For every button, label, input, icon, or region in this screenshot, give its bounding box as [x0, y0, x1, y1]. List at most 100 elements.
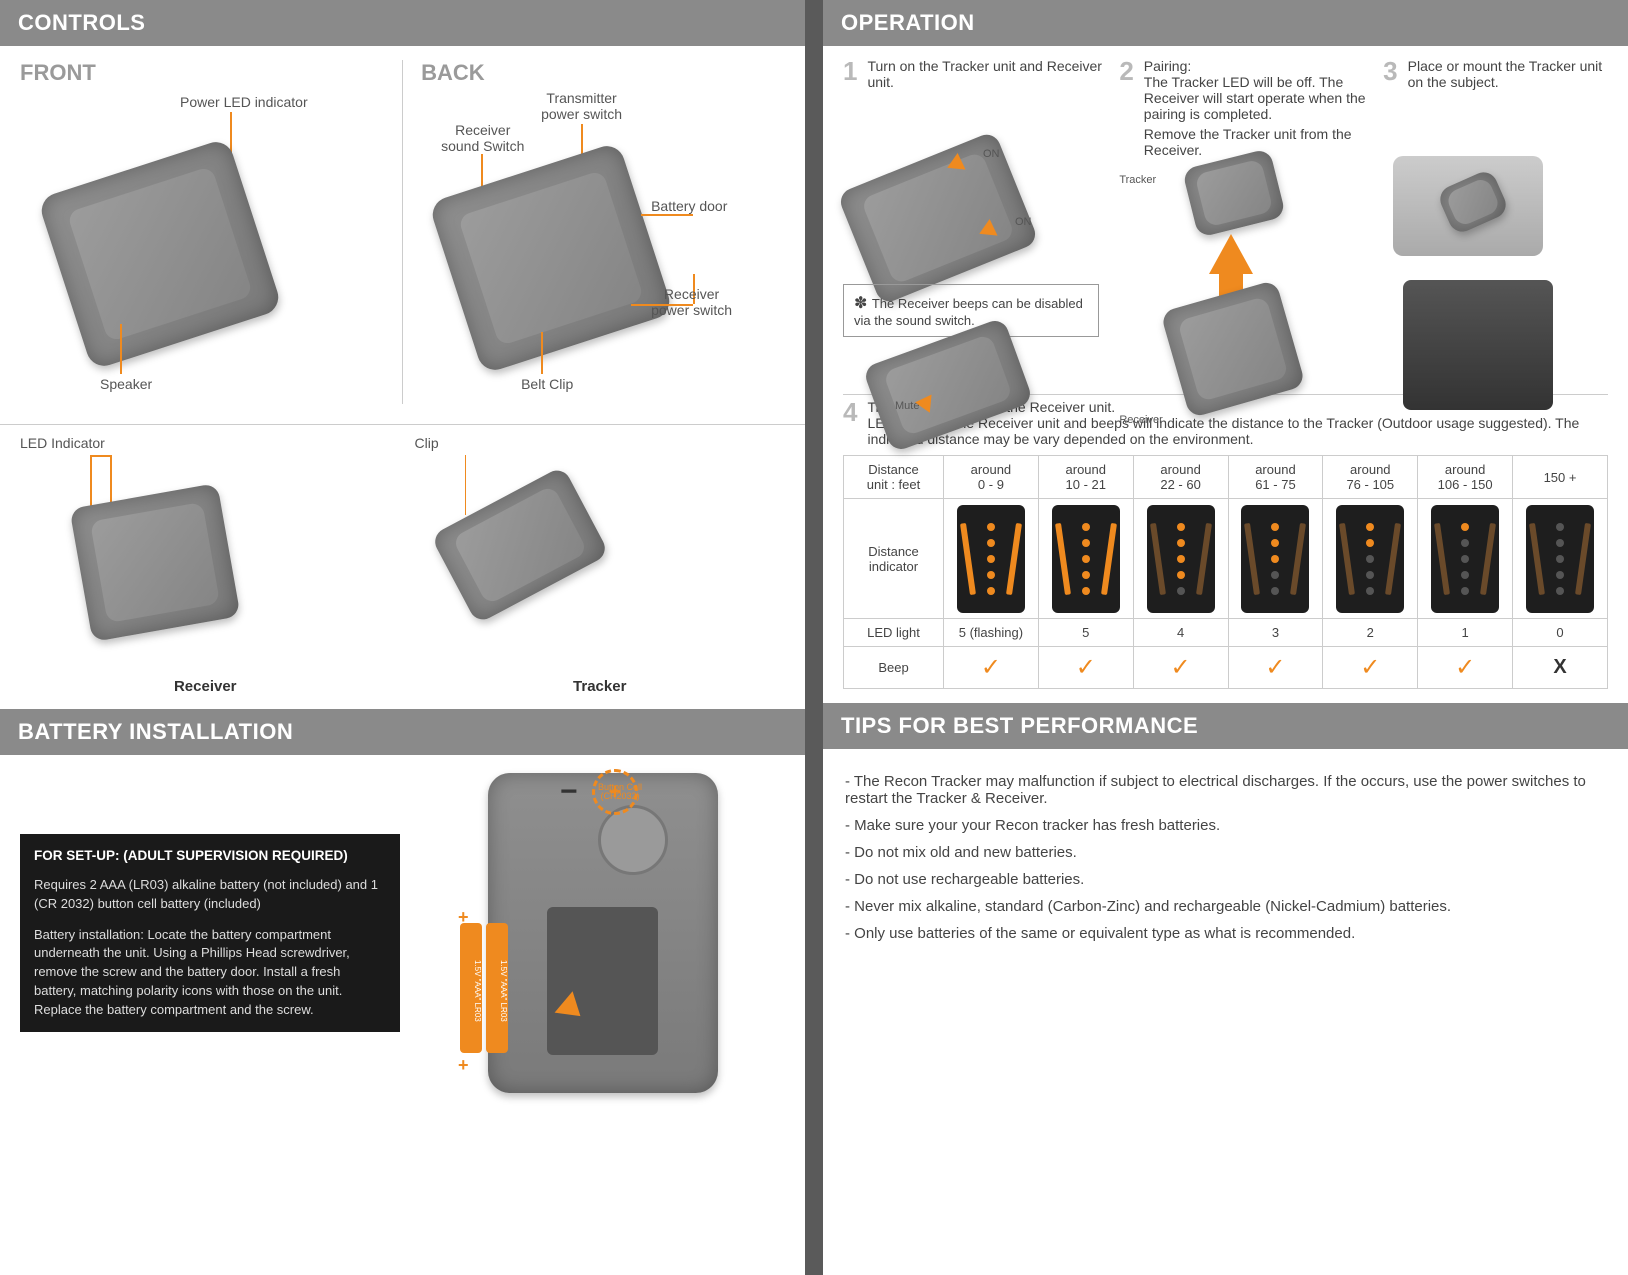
lead-beltclip — [541, 332, 543, 374]
lead-led-h — [90, 455, 110, 457]
beep-4: ✓ — [1323, 647, 1418, 689]
front-diagram: Power LED indicator Speaker — [20, 94, 402, 404]
led-5: 1 — [1418, 619, 1513, 647]
step-1: 1 Turn on the Tracker unit and Receiver … — [843, 58, 1105, 384]
callout-belt-clip: Belt Clip — [521, 376, 573, 392]
step2-image: Tracker Receiver — [1119, 164, 1369, 384]
step2-tracker-img — [1182, 148, 1286, 238]
left-page: CONTROLS FRONT Power LED indicator Speak… — [0, 0, 805, 1275]
step1-image: ON ON ✽ The Receiver beeps can be disabl… — [843, 152, 1105, 372]
step1-on-1: ON — [983, 148, 1000, 160]
table-row-header: Distance unit : feet around 0 - 9 around… — [844, 456, 1608, 499]
range-0: around 0 - 9 — [944, 456, 1039, 499]
beep-3: ✓ — [1228, 647, 1323, 689]
ind-cell-4 — [1323, 499, 1418, 619]
led-4: 2 — [1323, 619, 1418, 647]
step2-receiver-label: Receiver — [1119, 414, 1162, 426]
led-1: 5 — [1038, 619, 1133, 647]
ind-cell-0 — [944, 499, 1039, 619]
step1-num: 1 — [843, 58, 857, 84]
bi-title: FOR SET-UP: (ADULT SUPERVISION REQUIRED) — [34, 846, 386, 866]
aaa-battery-1: 1.5V "AAA" LR03 — [460, 923, 482, 1053]
callout-bat-door: Battery door — [651, 198, 727, 214]
tip-5: - Only use batteries of the same or equi… — [845, 925, 1606, 942]
callout-rcv-sound: Receiver sound Switch — [441, 122, 524, 154]
step2-text: The Tracker LED will be off. The Receive… — [1144, 74, 1369, 122]
range-1: around 10 - 21 — [1038, 456, 1133, 499]
range-3: around 61 - 75 — [1228, 456, 1323, 499]
back-subhead: BACK — [421, 60, 785, 86]
step1-on-2: ON — [1015, 216, 1032, 228]
controls-top: FRONT Power LED indicator Speaker BACK T… — [0, 46, 805, 418]
tip-3: - Do not use rechargeable batteries. — [845, 871, 1606, 888]
back-device-image — [428, 142, 674, 375]
callout-rcv-power: Receiver power switch — [651, 286, 732, 318]
front-column: FRONT Power LED indicator Speaker — [20, 60, 402, 404]
receiver-image — [69, 483, 240, 642]
tip-2: - Do not mix old and new batteries. — [845, 844, 1606, 861]
beep-1: ✓ — [1038, 647, 1133, 689]
step3-num: 3 — [1383, 58, 1397, 84]
step1-device-top — [837, 131, 1040, 306]
step2-up-arrow-icon — [1209, 234, 1253, 274]
step2-tracker-label: Tracker — [1119, 174, 1156, 186]
bi-p1: Requires 2 AAA (LR03) alkaline battery (… — [34, 876, 386, 914]
receiver-col: LED Indicator Receiver — [20, 435, 391, 695]
asterisk-icon: ✽ — [854, 295, 872, 312]
led-0: 5 (flashing) — [944, 619, 1039, 647]
aaa-battery-2: 1.5V "AAA" LR03 — [486, 923, 508, 1053]
step3-image — [1383, 152, 1608, 372]
step4-num: 4 — [843, 399, 857, 425]
battery-shell — [488, 773, 718, 1093]
button-cell-label: Button Cell (CR2032) — [598, 783, 642, 801]
table-row-beep: Beep ✓ ✓ ✓ ✓ ✓ ✓ X — [844, 647, 1608, 689]
table-row-indicator: Distance indicator — [844, 499, 1608, 619]
step2-num: 2 — [1119, 58, 1133, 84]
plus-bottom-icon: + — [458, 1055, 469, 1076]
led-6: 0 — [1513, 619, 1608, 647]
front-subhead: FRONT — [20, 60, 402, 86]
step-2: 2 Pairing: The Tracker LED will be off. … — [1119, 58, 1369, 384]
operation-header: OPERATION — [823, 0, 1628, 46]
led-2: 4 — [1133, 619, 1228, 647]
back-column: BACK Transmitter power switch Receiver s… — [402, 60, 785, 404]
tracker-name: Tracker — [415, 678, 786, 695]
tracker-col: Clip Tracker — [415, 435, 786, 695]
tracker-image — [430, 466, 609, 625]
operation-steps: 1 Turn on the Tracker unit and Receiver … — [823, 46, 1628, 390]
beep-0: ✓ — [944, 647, 1039, 689]
minus-icon: − — [560, 775, 578, 809]
lead-batdoor — [641, 214, 693, 216]
ind-cell-5 — [1418, 499, 1513, 619]
range-5: around 106 - 150 — [1418, 456, 1513, 499]
step1-note-text: The Receiver beeps can be disabled via t… — [854, 296, 1083, 328]
range-2: around 22 - 60 — [1133, 456, 1228, 499]
step-3: 3 Place or mount the Tracker unit on the… — [1383, 58, 1608, 384]
button-cell-slot — [598, 805, 668, 875]
back-diagram: Transmitter power switch Receiver sound … — [421, 94, 785, 404]
battery-area: FOR SET-UP: (ADULT SUPERVISION REQUIRED)… — [0, 755, 805, 1123]
plus-top-icon: + — [458, 907, 469, 928]
step1-text: Turn on the Tracker unit and Receiver un… — [867, 58, 1105, 90]
battery-header: BATTERY INSTALLATION — [0, 709, 805, 755]
ind-cell-1 — [1038, 499, 1133, 619]
beep-2: ✓ — [1133, 647, 1228, 689]
controls-bottom: LED Indicator Receiver Clip Tracker — [0, 424, 805, 709]
range-4: around 76 - 105 — [1323, 456, 1418, 499]
distance-table: Distance unit : feet around 0 - 9 around… — [843, 455, 1608, 689]
range-6: 150 + — [1513, 456, 1608, 499]
battery-image: − + Button Cell (CR2032) 1.5V "AAA" LR03… — [420, 773, 785, 1093]
led-3: 3 — [1228, 619, 1323, 647]
callout-trans-switch: Transmitter power switch — [541, 90, 622, 122]
tip-4: - Never mix alkaline, standard (Carbon-Z… — [845, 898, 1606, 915]
tip-1: - Make sure your your Recon tracker has … — [845, 817, 1606, 834]
controls-header: CONTROLS — [0, 0, 805, 46]
dist-unit-label: Distance unit : feet — [844, 456, 944, 499]
callout-power-led: Power LED indicator — [180, 94, 308, 110]
tips-list: - The Recon Tracker may malfunction if s… — [823, 749, 1628, 966]
step3-text: Place or mount the Tracker unit on the s… — [1408, 58, 1608, 90]
right-page: OPERATION 1 Turn on the Tracker unit and… — [823, 0, 1628, 1275]
table-row-led: LED light 5 (flashing) 5 4 3 2 1 0 — [844, 619, 1608, 647]
battery-instructions: FOR SET-UP: (ADULT SUPERVISION REQUIRED)… — [20, 834, 400, 1031]
beep-label: Beep — [844, 647, 944, 689]
